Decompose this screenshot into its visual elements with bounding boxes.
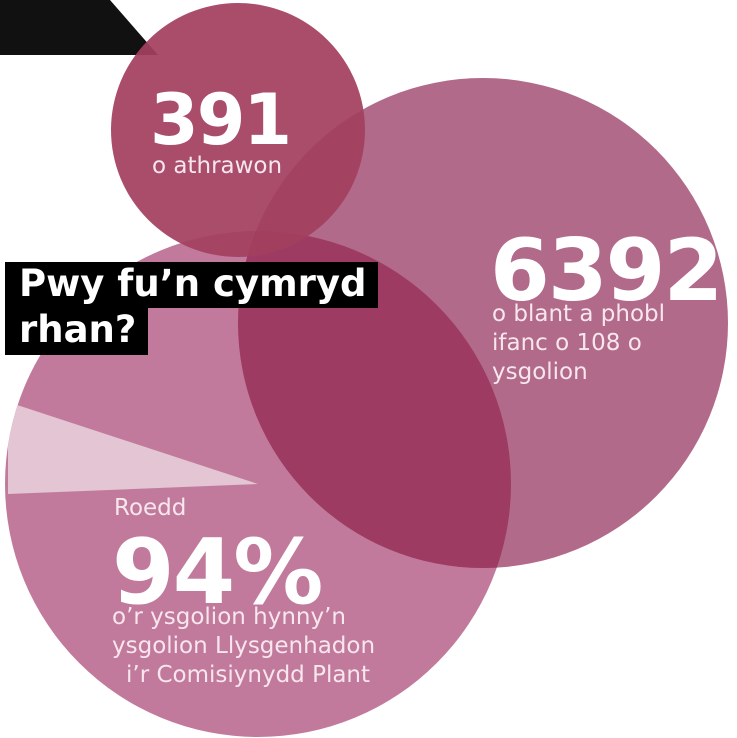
heading-line-1: Pwy fu’n cymryd: [5, 262, 378, 308]
schools-label-line-3: i’r Comisiynydd Plant: [112, 661, 432, 690]
pupils-label: o blant a phobl ifanc o 108 o ysgolion: [492, 300, 722, 386]
schools-label-line-1: o’r ysgolion hynny’n: [112, 603, 432, 632]
schools-label-line-2: ysgolion Llysgenhadon: [112, 632, 432, 661]
teachers-label: o athrawon: [152, 152, 282, 181]
heading-line-2: rhan?: [5, 308, 148, 354]
heading: Pwy fu’n cymryd rhan?: [5, 262, 378, 355]
teachers-count: 391: [150, 85, 290, 155]
schools-label: o’r ysgolion hynny’n ysgolion Llysgenhad…: [112, 603, 432, 689]
schools-prefix: Roedd: [114, 494, 186, 523]
corner-decoration: [0, 0, 158, 55]
